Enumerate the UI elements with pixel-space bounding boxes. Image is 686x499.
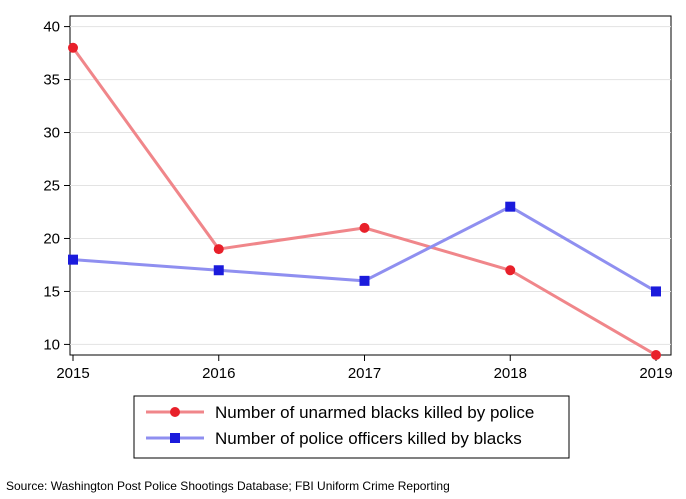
legend-swatch-marker-unarmed <box>170 407 180 417</box>
series-0-point-2019 <box>651 350 661 360</box>
x-tick-label-2015: 2015 <box>56 365 89 382</box>
x-axis: 2015 2016 2017 2018 2019 <box>56 355 673 382</box>
legend-label-officers: Number of police officers killed by blac… <box>215 429 522 448</box>
x-tick-label-2016: 2016 <box>202 365 235 382</box>
series-layer <box>68 42 661 360</box>
source-note: Source: Washington Post Police Shootings… <box>6 479 450 493</box>
y-tick-label-40: 40 <box>43 19 60 36</box>
legend-swatch-marker-officers <box>170 433 180 443</box>
legend-box <box>133 395 570 459</box>
series-1-point-2019 <box>651 286 661 297</box>
y-tick-label-15: 15 <box>43 283 60 300</box>
series-1-point-2017 <box>359 275 370 286</box>
x-tick-label-2017: 2017 <box>348 365 381 382</box>
series-1-point-2016 <box>213 265 224 276</box>
series-0-point-2018 <box>505 265 516 276</box>
y-tick-label-35: 35 <box>43 72 60 89</box>
legend-label-unarmed: Number of unarmed blacks killed by polic… <box>215 403 534 422</box>
series-1-point-2015 <box>68 254 78 265</box>
x-tick-label-2018: 2018 <box>494 365 527 382</box>
y-axis: 10 15 20 25 30 35 40 <box>43 19 70 353</box>
y-tick-label-30: 30 <box>43 125 60 142</box>
x-tick-label-2019: 2019 <box>639 365 672 382</box>
series-1-point-2018 <box>505 201 516 212</box>
legend: Number of unarmed blacks killed by polic… <box>133 395 570 459</box>
series-0-point-2016 <box>213 244 224 255</box>
y-tick-label-20: 20 <box>43 230 60 247</box>
y-tick-label-25: 25 <box>43 178 60 195</box>
series-0-point-2017 <box>359 222 370 233</box>
grid <box>70 26 671 345</box>
series-0-point-2015 <box>68 42 78 53</box>
y-tick-label-10: 10 <box>43 336 60 353</box>
